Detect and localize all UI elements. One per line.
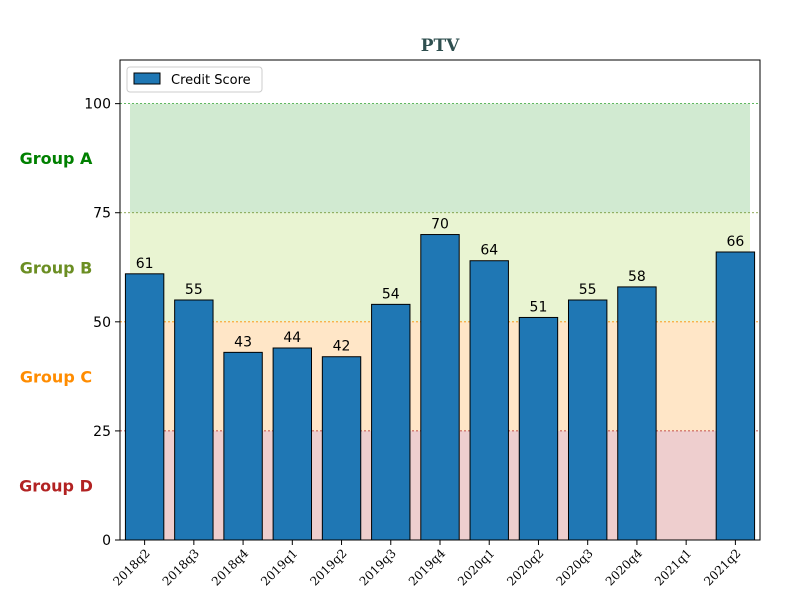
bar [371, 303, 411, 541]
x-tick-label: 2019q3 [357, 546, 399, 588]
bars-layer: 61 55 43 44 42 54 70 64 51 55 58 66 [124, 217, 756, 541]
bar-value-label: 58 [628, 269, 646, 285]
x-tick-label: 2018q2 [110, 546, 152, 588]
bar-value-label: 44 [283, 330, 301, 346]
band-group-a [130, 103, 750, 213]
bar [272, 347, 313, 541]
bar-value-label: 42 [333, 339, 351, 355]
x-tick-label: 2021q1 [652, 546, 694, 588]
bar [124, 273, 165, 541]
bar-value-label: 54 [382, 286, 400, 302]
x-tick-label: 2019q4 [406, 546, 449, 589]
bar-value-label: 55 [185, 282, 203, 298]
bar-value-label: 55 [579, 282, 597, 298]
band-label: Group B [20, 258, 93, 277]
bar-value-label: 51 [530, 299, 548, 315]
y-tick-label: 75 [93, 206, 111, 222]
x-tick-label: 2018q3 [160, 546, 202, 588]
bar-value-label: 61 [136, 256, 154, 272]
bar [174, 299, 214, 541]
bar-value-label: 43 [234, 334, 252, 350]
bar-value-label: 66 [726, 234, 744, 250]
bar [420, 234, 460, 541]
bar [715, 251, 756, 541]
x-tick-label: 2019q1 [258, 546, 300, 588]
band-label: Group D [19, 476, 93, 495]
band-label: Group C [20, 367, 92, 386]
x-tick-label: 2018q4 [209, 546, 252, 589]
bar [223, 351, 263, 541]
bar [617, 286, 657, 541]
x-tick-label: 2020q3 [553, 546, 595, 588]
legend-box [126, 66, 263, 93]
x-tick-label: 2019q2 [307, 546, 349, 588]
legend-swatch [133, 72, 161, 85]
bar [321, 356, 362, 541]
legend: Credit Score [126, 66, 263, 93]
bar-value-label: 64 [480, 243, 498, 259]
chart-title: PTV [421, 36, 460, 56]
y-tick-label: 25 [93, 424, 111, 440]
y-tick-label: 50 [93, 315, 111, 331]
bar [567, 299, 608, 541]
y-tick-label: 100 [84, 97, 111, 113]
bar-value-label: 70 [431, 217, 449, 233]
band-label: Group A [20, 149, 93, 168]
x-tick-label: 2020q4 [603, 546, 646, 589]
y-tick-label: 0 [102, 533, 111, 549]
x-tick-label: 2020q1 [455, 546, 497, 588]
bar [469, 260, 509, 541]
x-tick-label: 2020q2 [504, 546, 546, 588]
x-tick-label: 2021q2 [701, 546, 743, 588]
legend-label: Credit Score [171, 73, 251, 88]
bar [518, 316, 559, 541]
